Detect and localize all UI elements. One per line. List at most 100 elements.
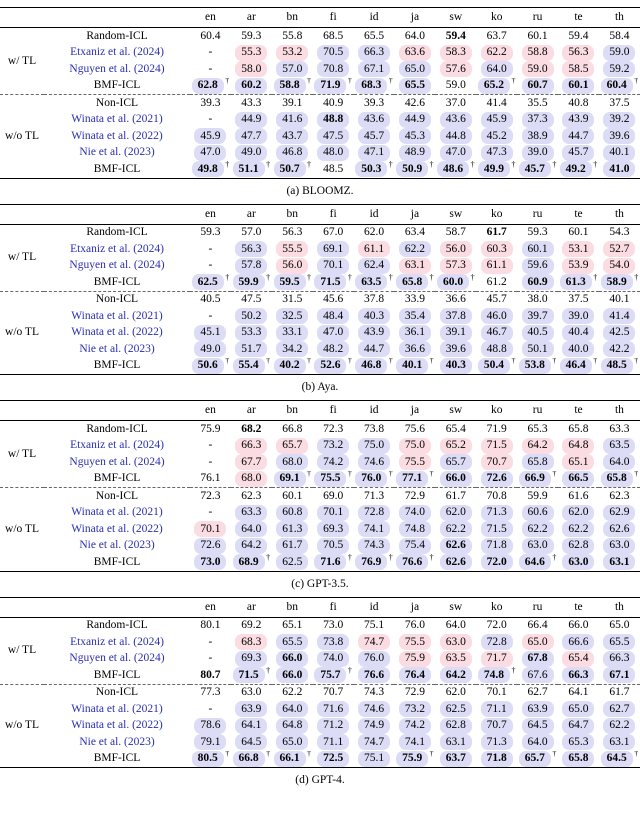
citation-link[interactable]: Nie et al. (2023) xyxy=(79,735,155,748)
method-label: BMF-ICL xyxy=(93,752,141,765)
table-row: Nguyen et al. (2024) - 69.3 66.0 74.0 76.0 75.… xyxy=(0,650,640,668)
citation-link[interactable]: Nie et al. (2023) xyxy=(79,539,155,552)
score-cell: 76.0 xyxy=(394,617,435,634)
score-cell: 44.7 xyxy=(558,128,599,145)
score-highlight-better: 62.5 xyxy=(276,554,309,571)
table-row: Nguyen et al. (2024) - 67.7 68.0 74.2 74.6 75.… xyxy=(0,454,640,471)
score-highlight-better: 76.9 xyxy=(355,554,388,571)
score-cell: 62.2 xyxy=(435,521,476,538)
score-cell: 60.1 xyxy=(517,241,558,258)
column-header-sw: sw xyxy=(435,597,477,618)
score-value: 75.1 xyxy=(363,619,385,632)
dagger-mark: † xyxy=(266,274,271,282)
citation-link[interactable]: Nguyen et al. (2024) xyxy=(69,259,165,272)
dagger-mark: † xyxy=(266,667,271,675)
score-cell: 67.6 xyxy=(517,667,558,684)
score-cell: 64.8 xyxy=(558,437,599,455)
score-value: 37.5 xyxy=(568,293,589,306)
score-highlight-better: 62.6 xyxy=(603,521,636,538)
score-highlight-better: 44.9 xyxy=(398,111,431,128)
citation-link[interactable]: Winata et al. (2022) xyxy=(71,326,163,339)
score-highlight-better: 71.5 xyxy=(314,274,347,291)
citation-link[interactable]: Etxaniz et al. (2024) xyxy=(70,46,164,59)
citation-link[interactable]: Winata et al. (2022) xyxy=(71,129,163,142)
citation-link[interactable]: Winata et al. (2021) xyxy=(71,702,163,715)
score-cell: 75.5 xyxy=(394,454,435,471)
score-cell: 73.8 xyxy=(313,634,354,651)
score-cell: 45.7 xyxy=(476,290,518,308)
score-highlight-better: 68.0 xyxy=(276,454,309,471)
score-highlight-better: 62.2 xyxy=(603,717,636,734)
score-highlight-better: 68.3 xyxy=(355,77,388,94)
score-highlight-better: 41.6 xyxy=(276,111,309,128)
citation-link[interactable]: Winata et al. (2021) xyxy=(71,113,163,126)
score-cell: 72.0 xyxy=(476,554,517,571)
score-value: 67.0 xyxy=(323,226,344,239)
citation-link[interactable]: Etxaniz et al. (2024) xyxy=(70,635,164,648)
citation-link[interactable]: Nie et al. (2023) xyxy=(79,342,155,355)
score-value: 80.7 xyxy=(200,668,221,681)
score-cell: 39.6 xyxy=(599,128,640,145)
score-value: 66.0 xyxy=(568,619,589,632)
score-value: 61.2 xyxy=(486,275,507,288)
score-cell: 37.0 xyxy=(435,94,477,112)
citation-link[interactable]: Winata et al. (2021) xyxy=(71,506,163,519)
citation-link[interactable]: Etxaniz et al. (2024) xyxy=(70,242,164,255)
score-highlight-worse: 63.5 xyxy=(439,650,472,667)
dagger-mark: † xyxy=(593,357,598,366)
score-highlight-better: 71.6 xyxy=(317,701,350,718)
score-highlight-better: 46.0 xyxy=(480,308,513,325)
citation-link[interactable]: Nguyen et al. (2024) xyxy=(69,455,165,468)
score-highlight-better: 72.8 xyxy=(358,504,391,521)
dagger-mark: † xyxy=(307,750,311,759)
score-highlight-better: 69.3 xyxy=(235,650,268,667)
score-cell: 70.1 xyxy=(190,521,231,538)
score-cell: 70.1 xyxy=(313,257,354,275)
score-cell: 68.2 xyxy=(231,421,272,438)
score-cell: 63.0 xyxy=(435,634,476,651)
score-cell: 65.1 xyxy=(558,454,599,471)
score-value: 40.8 xyxy=(568,96,589,109)
score-cell: 43.6 xyxy=(435,111,476,129)
score-cell: 47.0 xyxy=(435,144,476,162)
score-cell: 62.2 xyxy=(394,241,435,258)
score-highlight-worse: 56.3 xyxy=(562,44,595,61)
score-highlight-better: 62.2 xyxy=(521,521,554,538)
dagger-mark: † xyxy=(429,554,434,562)
citation-link[interactable]: Nie et al. (2023) xyxy=(79,146,155,159)
score-cell: 74.3 xyxy=(353,683,395,701)
score-value: 35.5 xyxy=(527,96,548,109)
score-highlight-better: 64.6 xyxy=(518,554,551,571)
group-label-without-tl: w/o TL xyxy=(0,94,44,178)
table-row: BMF-ICL 62.8 † 60.2 58.8 † 71.9 † 68.3 † 65.5 59.0 6… xyxy=(0,78,640,95)
score-highlight-better: 40.3 xyxy=(439,357,472,374)
score-cell: 74.1 xyxy=(394,734,435,751)
citation-link[interactable]: Etxaniz et al. (2024) xyxy=(70,439,164,452)
score-value: 61.7 xyxy=(609,686,630,699)
citation-link[interactable]: Nguyen et al. (2024) xyxy=(69,652,165,665)
score-cell: 63.6 xyxy=(394,44,435,62)
score-value: 59.3 xyxy=(241,29,262,42)
score-highlight-better: 49.2 xyxy=(559,161,592,178)
results-table-gpt35: en ar bn fi id ja sw ko ru te th w/ TL Random-ICL 75.… xyxy=(0,400,640,572)
citation-link[interactable]: Winata et al. (2022) xyxy=(71,719,163,732)
citation-link[interactable]: Winata et al. (2021) xyxy=(71,309,163,322)
score-cell: 66.1 † xyxy=(272,751,313,768)
score-cell: 71.6 xyxy=(313,701,354,718)
citation-link[interactable]: Winata et al. (2022) xyxy=(71,522,163,535)
score-highlight-better: 43.9 xyxy=(562,111,595,128)
score-value: 48.5 xyxy=(323,162,344,175)
score-cell: 80.1 xyxy=(190,617,231,634)
score-highlight-better: 73.2 xyxy=(398,701,431,718)
score-highlight-better: 50.9 xyxy=(396,161,429,178)
score-cell: 63.7 xyxy=(476,28,517,45)
citation-link[interactable]: Nguyen et al. (2024) xyxy=(69,62,165,75)
dagger-mark: † xyxy=(225,274,230,282)
score-highlight-better: 63.7 xyxy=(439,750,472,767)
score-cell: 43.9 xyxy=(354,324,395,342)
score-highlight-worse: 75.9 xyxy=(398,650,431,667)
score-value: 68.2 xyxy=(241,422,262,435)
score-highlight-worse: 62.2 xyxy=(480,44,513,61)
method-label: BMF-ICL xyxy=(93,555,141,568)
score-cell: 65.8 xyxy=(558,421,599,438)
